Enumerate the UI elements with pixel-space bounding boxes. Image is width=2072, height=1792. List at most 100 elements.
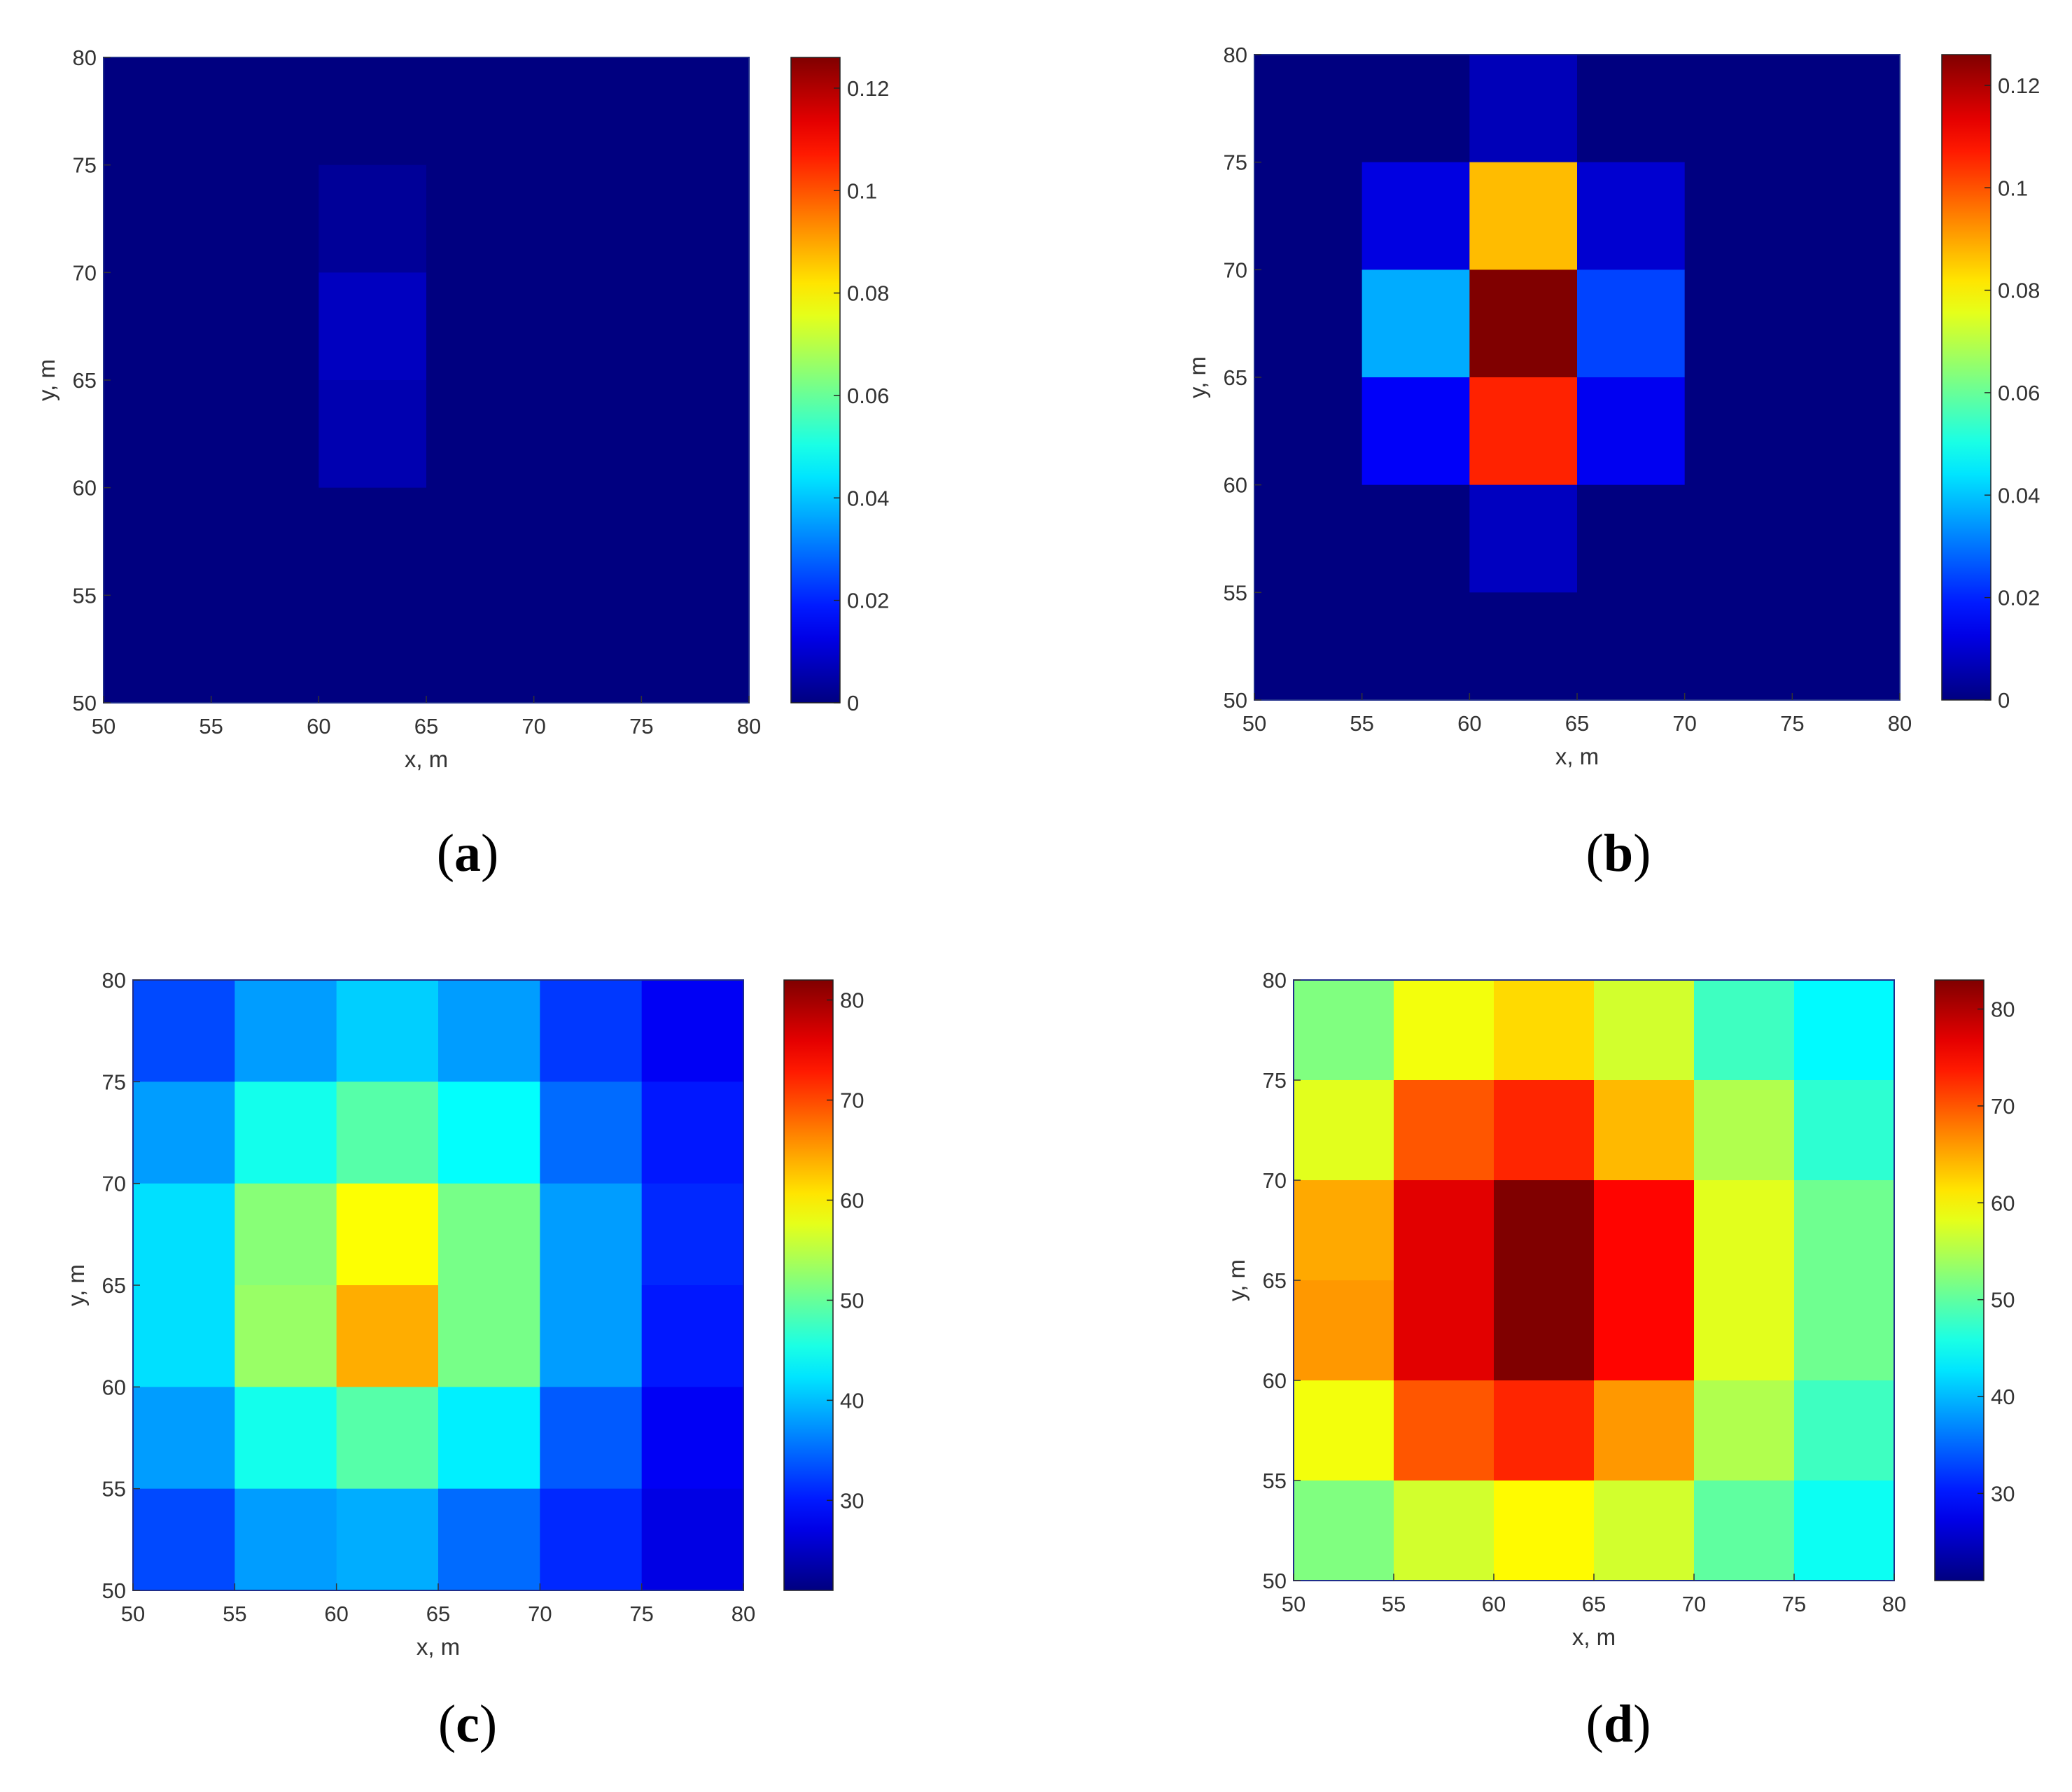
heatmap-cell [641, 1183, 744, 1286]
colorbar-tick-label: 0.06 [1998, 381, 2040, 405]
heatmap-cell [1254, 270, 1363, 378]
heatmap-cell [1577, 377, 1686, 486]
heatmap-cell [234, 1387, 337, 1490]
heatmap-cell [1394, 1280, 1494, 1381]
heatmap-cell [1469, 484, 1578, 593]
heatmap-cell [133, 980, 235, 1082]
colorbar-tick-label: 30 [840, 1488, 864, 1513]
heatmap-cell [1362, 162, 1470, 270]
y-tick-label: 80 [1263, 968, 1287, 993]
heatmap-cell [426, 57, 535, 166]
colorbar-tick-label: 0 [1998, 688, 2010, 713]
heatmap-cell [104, 164, 212, 273]
heatmap-cell [641, 980, 744, 1082]
x-tick-label: 70 [522, 714, 545, 738]
heatmap-cell [318, 380, 427, 489]
y-tick-label: 55 [73, 583, 97, 608]
heatmap-cell [211, 272, 319, 381]
heatmap-chart-a: 50 55 60 65 70 75 80 50 55 60 65 70 75 80 x, m y, m 0 0.0… [34, 46, 889, 772]
heatmap-cell [336, 1488, 439, 1591]
y-axis-label: y, m [34, 359, 59, 401]
colorbar-tick-label: 0.12 [847, 76, 889, 101]
x-tick-label: 55 [1382, 1592, 1406, 1616]
heatmap-cell [104, 487, 212, 596]
heatmap-cell [641, 487, 750, 596]
y-tick-label: 60 [102, 1375, 126, 1399]
heatmap-cell [133, 1183, 235, 1286]
y-tick-label: 60 [1263, 1368, 1287, 1393]
heatmap-cell [211, 487, 319, 596]
panel-label-d: (d) [1586, 1695, 1651, 1754]
heatmap-cell [540, 1082, 643, 1184]
heatmap-cell [1469, 377, 1578, 486]
y-tick-label: 80 [1224, 43, 1247, 67]
heatmap-cell [1362, 592, 1470, 701]
heatmap-cell [1469, 592, 1578, 701]
colorbar-tick-label: 80 [840, 988, 864, 1013]
y-tick-label: 80 [73, 46, 97, 70]
heatmap-cell [641, 1488, 744, 1591]
heatmap-cell [1694, 1480, 1795, 1581]
heatmap-cell [336, 980, 439, 1082]
heatmap-cell [426, 380, 535, 489]
heatmap-cell [438, 980, 540, 1082]
heatmap-cell [1577, 55, 1686, 163]
heatmap-cell [1254, 162, 1363, 270]
heatmap-cell [1494, 1180, 1595, 1281]
heatmap-cell [336, 1285, 439, 1387]
heatmap-cell [533, 57, 642, 166]
heatmap-cell [1577, 162, 1686, 270]
colorbar-tick-label: 0.02 [847, 589, 889, 613]
x-tick-label: 60 [324, 1602, 348, 1626]
heatmap-cell [1294, 1380, 1394, 1481]
heatmap-cell [1792, 162, 1900, 270]
heatmap-cell [1594, 1380, 1695, 1481]
colorbar [1934, 979, 1984, 1581]
heatmap-cell [1469, 55, 1578, 163]
x-axis-label: x, m [405, 746, 448, 772]
heatmap-cell [234, 980, 337, 1082]
x-tick-label: 60 [1482, 1592, 1506, 1616]
heatmap-cell [1794, 1480, 1895, 1581]
heatmap-cell [1684, 270, 1793, 378]
heatmap-cell [1594, 1180, 1695, 1281]
heatmap-cell [1294, 1180, 1394, 1281]
x-tick-label: 80 [732, 1602, 755, 1626]
heatmap-cell [641, 1082, 744, 1184]
x-tick-label: 75 [1780, 711, 1804, 736]
heatmap-cell [1294, 1480, 1394, 1581]
heatmap-cell [1254, 55, 1363, 163]
colorbar-tick-label: 0.04 [1998, 483, 2040, 507]
colorbar [783, 979, 834, 1591]
heatmap-cell [438, 1488, 540, 1591]
colorbar-tick-label: 80 [1991, 997, 2015, 1022]
heatmap-cell [1694, 1180, 1795, 1281]
heatmap-cell [540, 1285, 643, 1387]
heatmap-cell [641, 380, 750, 489]
heatmap-cell [540, 1183, 643, 1286]
heatmap-cell [1494, 1280, 1595, 1381]
x-tick-label: 75 [629, 714, 653, 738]
colorbar-tick-label: 0.08 [1998, 279, 2040, 303]
heatmap-cell [318, 272, 427, 381]
heatmap-cell [641, 164, 750, 273]
y-tick-label: 50 [102, 1578, 126, 1603]
heatmap-cell [318, 487, 427, 596]
colorbar-tick-label: 0.1 [1998, 176, 2028, 200]
y-axis-label: y, m [1224, 1259, 1250, 1301]
colorbar-tick-label: 0.06 [847, 384, 889, 408]
heatmap-cell [426, 595, 535, 704]
heatmap-cell [438, 1387, 540, 1490]
heatmap-cell [336, 1387, 439, 1490]
heatmap-cell [533, 595, 642, 704]
heatmap-cell [1792, 55, 1900, 163]
heatmap-cell [1577, 270, 1686, 378]
y-axis-label: y, m [1184, 356, 1210, 398]
y-tick-label: 50 [1224, 688, 1247, 713]
heatmap-cell [1794, 1180, 1895, 1281]
heatmap-cell [438, 1082, 540, 1184]
heatmap-cell [1362, 484, 1470, 593]
heatmap-cell [533, 487, 642, 596]
heatmap-cell [1594, 980, 1695, 1081]
x-axis-label: x, m [1555, 743, 1599, 769]
